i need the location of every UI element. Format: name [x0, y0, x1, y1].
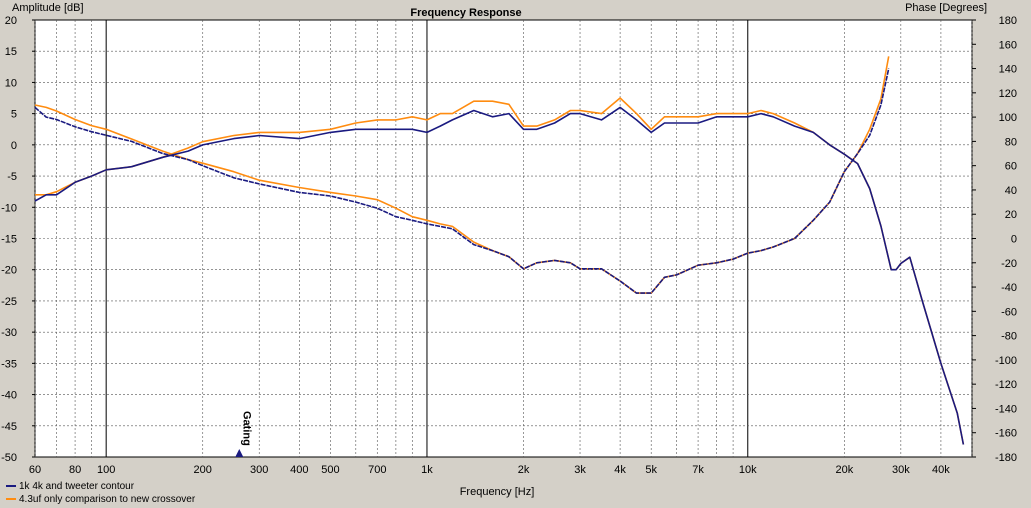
y-tick-label-left: -20: [1, 265, 17, 277]
y-tick-label-left: 5: [11, 109, 17, 121]
legend-swatch-2: [6, 498, 16, 501]
y-tick-label-right: 80: [1005, 136, 1017, 148]
y-tick-label-left: -40: [1, 390, 17, 402]
y-tick-label-right: -40: [1001, 282, 1017, 294]
y-tick-label-right: 140: [999, 64, 1017, 76]
legend-item-2: 4.3uf only comparison to new crossover: [6, 494, 195, 505]
x-tick-label: 2k: [518, 464, 530, 476]
x-tick-label: 1k: [421, 464, 433, 476]
chart-title: Frequency Response: [410, 7, 521, 19]
y-tick-label-right: 20: [1005, 209, 1017, 221]
y-tick-label-left: -30: [1, 327, 17, 339]
y-tick-label-right: -100: [995, 355, 1017, 367]
x-tick-label: 500: [321, 464, 339, 476]
y-tick-label-right: 0: [1011, 234, 1017, 246]
legend-item-1: 1k 4k and tweeter contour: [6, 481, 134, 492]
x-tick-label: 60: [29, 464, 41, 476]
y-tick-label-right: 120: [999, 88, 1017, 100]
legend-swatch-1: [6, 485, 16, 488]
left-axis-label: Amplitude [dB]: [12, 2, 84, 14]
y-tick-label-left: -50: [1, 452, 17, 464]
y-tick-label-left: 20: [5, 15, 17, 27]
x-tick-label: 400: [290, 464, 308, 476]
legend-label-1: 1k 4k and tweeter contour: [19, 481, 135, 492]
gating-label: Gating: [240, 411, 252, 446]
x-tick-label: 300: [250, 464, 268, 476]
y-tick-label-right: 40: [1005, 185, 1017, 197]
x-axis-label: Frequency [Hz]: [460, 486, 535, 498]
y-tick-label-left: 0: [11, 140, 17, 152]
x-tick-label: 30k: [892, 464, 910, 476]
right-axis-label: Phase [Degrees]: [905, 2, 987, 14]
y-tick-label-right: 60: [1005, 161, 1017, 173]
y-tick-label-left: -25: [1, 296, 17, 308]
y-tick-label-left: 10: [5, 77, 17, 89]
x-tick-label: 4k: [614, 464, 626, 476]
y-tick-label-right: -160: [995, 428, 1017, 440]
y-tick-label-right: -60: [1001, 306, 1017, 318]
y-tick-label-right: 180: [999, 15, 1017, 27]
y-tick-label-left: -45: [1, 421, 17, 433]
y-tick-label-right: 160: [999, 39, 1017, 51]
x-tick-label: 40k: [932, 464, 950, 476]
gating-annotation: Gating: [235, 411, 252, 457]
legend-label-2: 4.3uf only comparison to new crossover: [19, 494, 196, 505]
y-tick-label-left: -15: [1, 234, 17, 246]
x-tick-label: 100: [97, 464, 115, 476]
y-tick-label-left: -5: [7, 171, 17, 183]
y-tick-label-left: 15: [5, 46, 17, 58]
x-tick-label: 7k: [692, 464, 704, 476]
series-1-amplitude-line: [34, 106, 965, 445]
x-tick-label: 10k: [739, 464, 757, 476]
gating-marker-icon: [235, 449, 244, 457]
y-tick-label-right: 100: [999, 112, 1017, 124]
y-tick-label-left: -10: [1, 202, 17, 214]
y-tick-label-right: -140: [995, 403, 1017, 415]
x-tick-label: 200: [194, 464, 212, 476]
x-tick-label: 3k: [574, 464, 586, 476]
x-tick-label: 80: [69, 464, 81, 476]
y-tick-label-left: -35: [1, 358, 17, 370]
series-1-phase-line: [34, 68, 890, 294]
series-group: [34, 56, 965, 445]
y-tick-label-right: -120: [995, 379, 1017, 391]
y-tick-label-right: -80: [1001, 331, 1017, 343]
tick-labels: 60 80 100 200 300 400 500 700 1k 2k 3k 4k 5k 7k 10k 20k…: [1, 15, 1017, 476]
x-tick-label: 20k: [835, 464, 853, 476]
x-tick-label: 5k: [645, 464, 657, 476]
y-tick-label-right: -180: [995, 452, 1017, 464]
y-tick-label-right: -20: [1001, 258, 1017, 270]
x-tick-label: 700: [368, 464, 386, 476]
